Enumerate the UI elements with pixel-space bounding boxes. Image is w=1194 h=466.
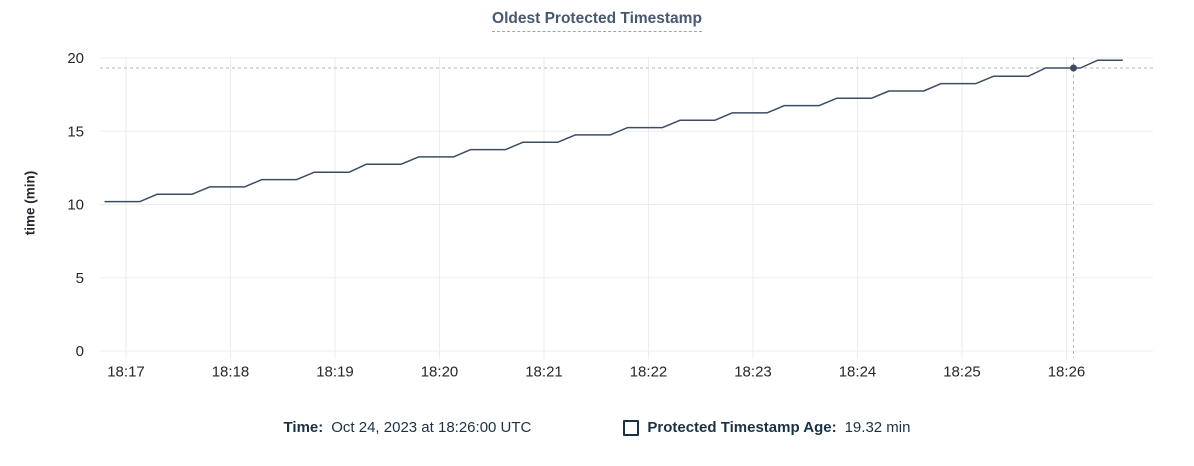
time-label: Time: [283, 419, 324, 436]
x-tick-label: 18:18 [212, 364, 250, 381]
x-tick-label: 18:22 [630, 364, 668, 381]
x-tick-label: 18:20 [421, 364, 459, 381]
hover-time-readout: Time: Oct 24, 2023 at 18:26:00 UTC [284, 419, 532, 436]
x-tick-label: 18:21 [525, 364, 563, 381]
legend-item[interactable]: Protected Timestamp Age: 19.32 min [623, 419, 910, 436]
x-tick-label: 18:25 [943, 364, 981, 381]
legend-checkbox-icon[interactable] [623, 419, 640, 436]
x-tick-label: 18:19 [316, 364, 354, 381]
data-line [104, 59, 1123, 203]
x-tick-label: 18:26 [1048, 364, 1086, 381]
legend-series-value: 19.32 min [844, 419, 911, 436]
legend-series-label: Protected Timestamp Age: [647, 419, 837, 436]
y-tick-label: 5 [76, 270, 84, 287]
chart-canvas[interactable]: 0 5 10 15 20 18:17 18:18 18:19 18:20 18:21 18:22 18… [0, 0, 1194, 400]
y-tick-label: 20 [67, 50, 84, 67]
y-tick-label: 0 [76, 343, 84, 360]
y-tick-label: 15 [67, 123, 84, 140]
x-tick-label: 18:17 [107, 364, 145, 381]
chart-title[interactable]: Oldest Protected Timestamp [492, 10, 702, 32]
y-tick-label: 10 [67, 197, 84, 214]
time-value: Oct 24, 2023 at 18:26:00 UTC [331, 419, 532, 436]
x-tick-label: 18:23 [734, 364, 772, 381]
x-tick-label: 18:24 [839, 364, 877, 381]
tooltip-bar: Time: Oct 24, 2023 at 18:26:00 UTC Prote… [0, 419, 1194, 436]
hover-point [1070, 64, 1077, 72]
chart-title-row: Oldest Protected Timestamp [0, 10, 1194, 32]
